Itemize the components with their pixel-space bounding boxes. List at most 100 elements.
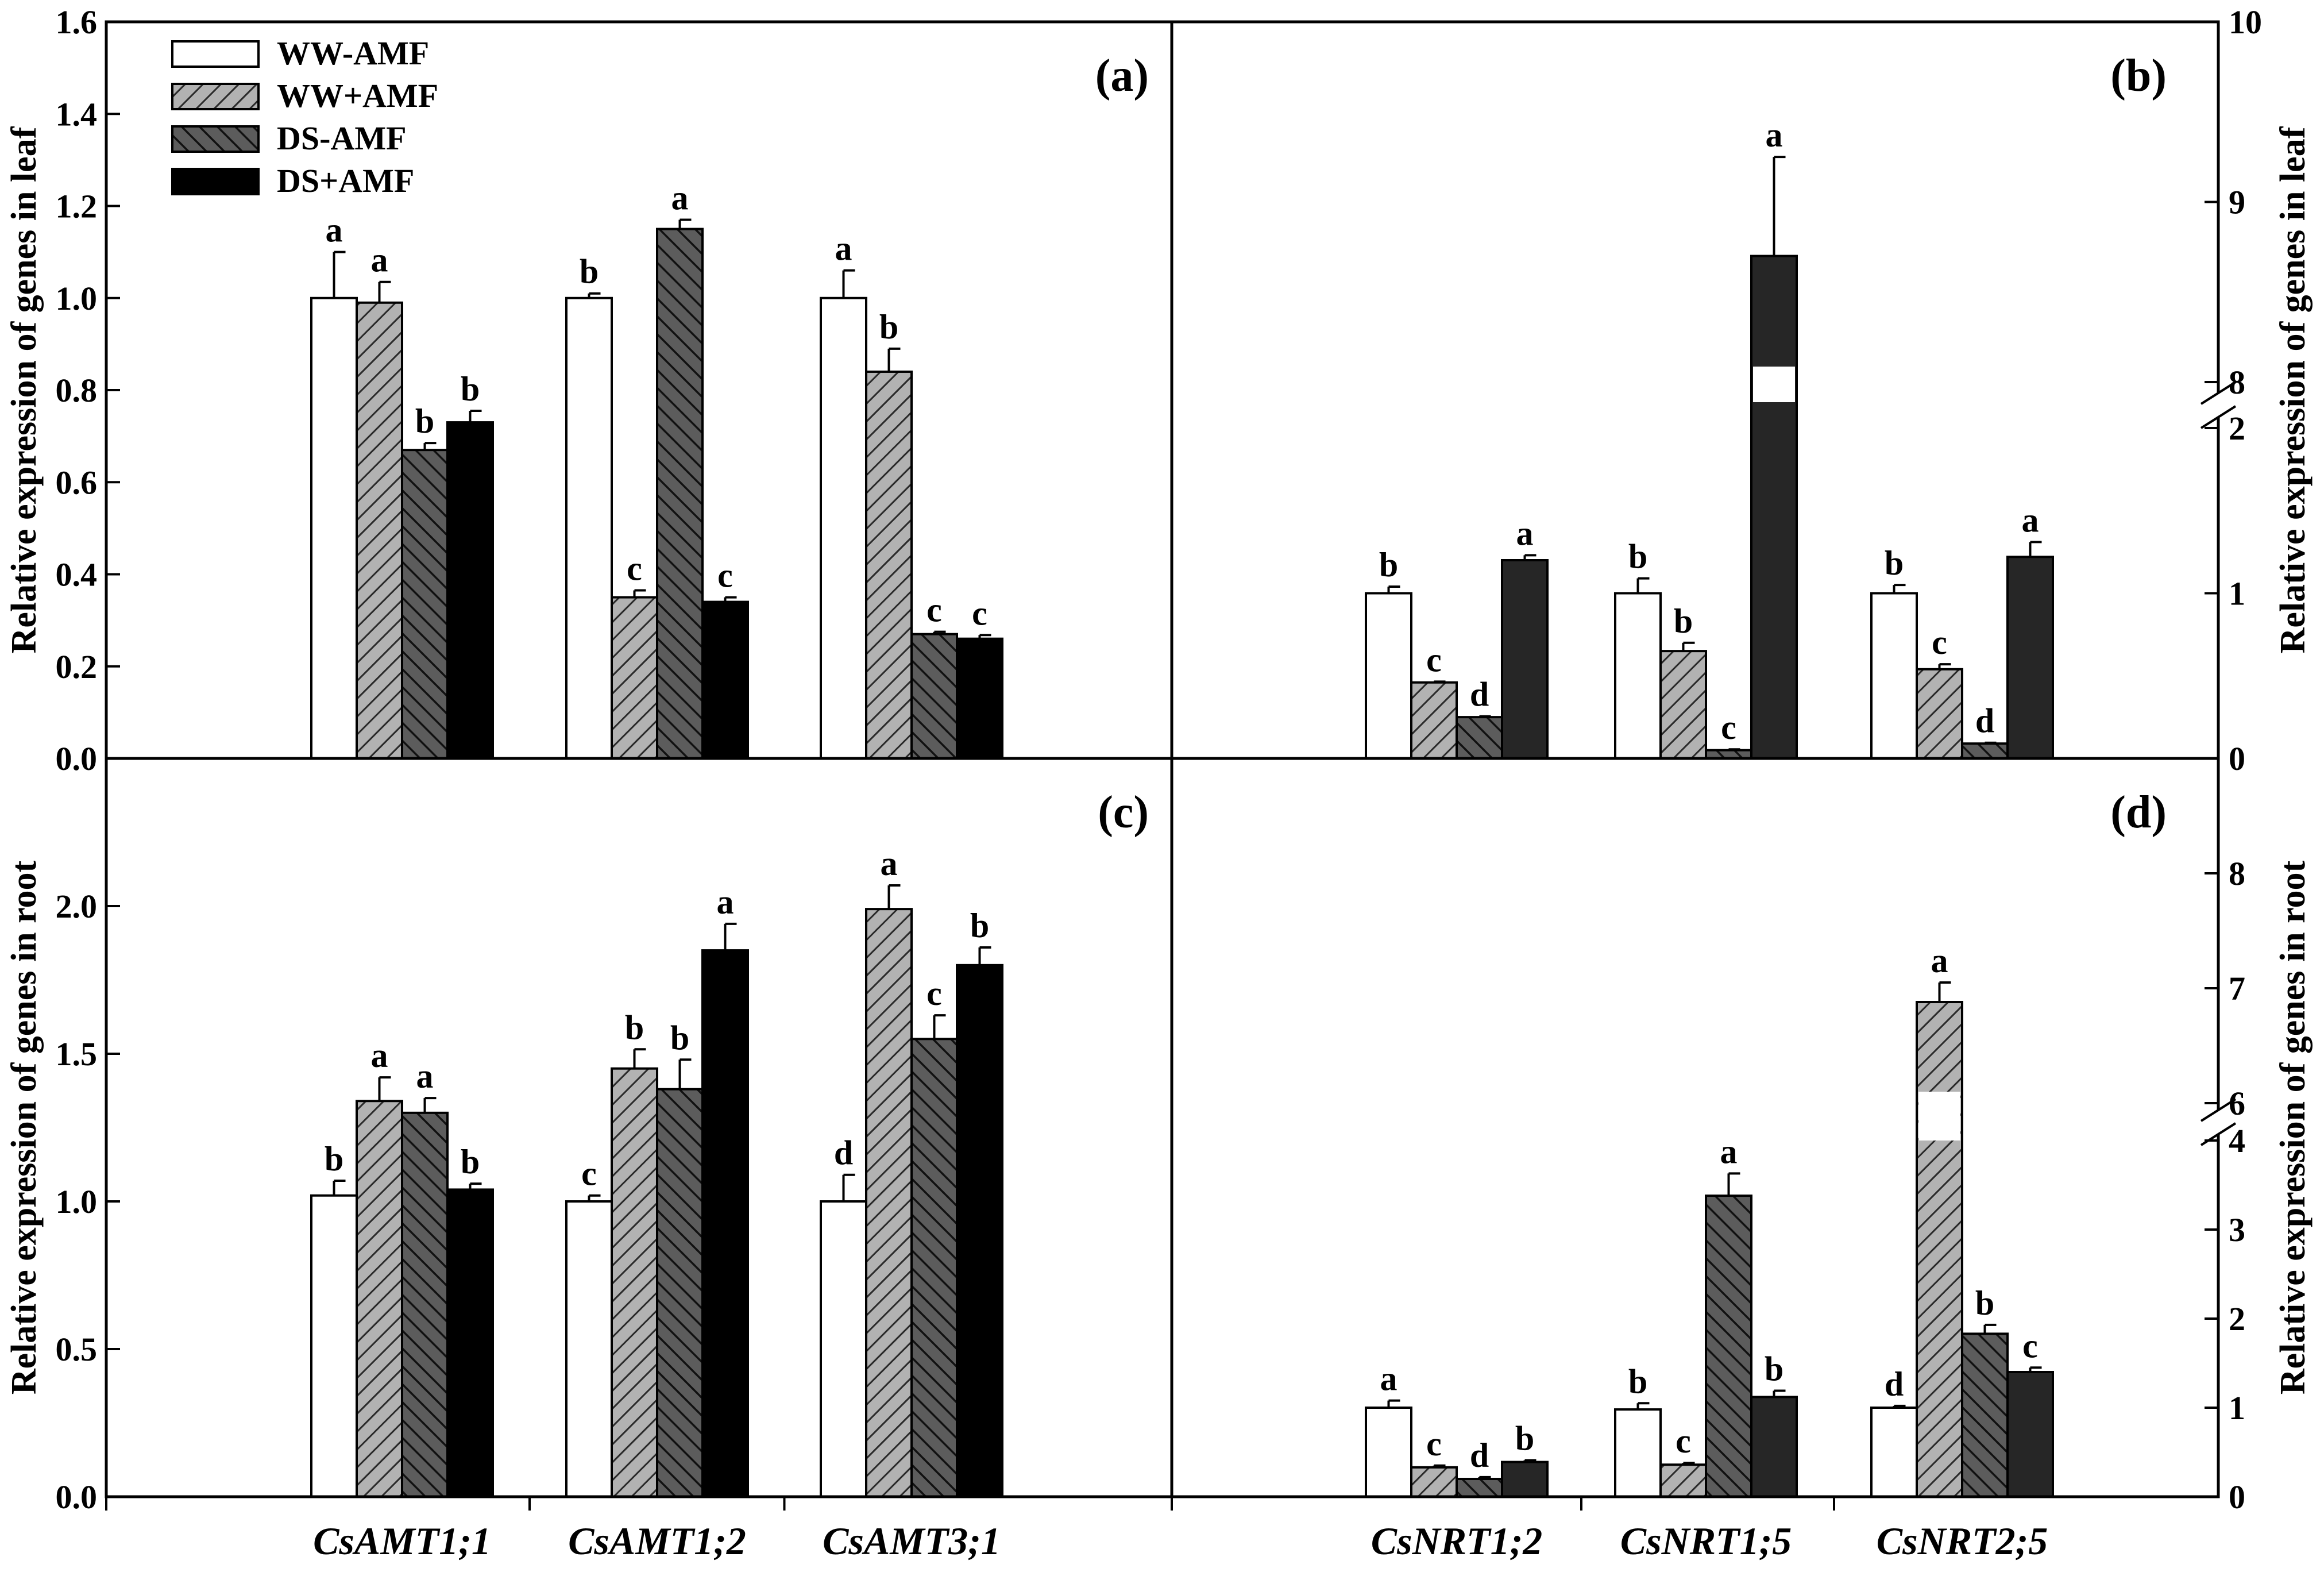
y-tick-label-a: 1.6 — [56, 3, 98, 41]
bar-b-WW-AMF-CsNRT1;2 — [1365, 592, 1412, 760]
significance-letter: c — [2022, 1327, 2038, 1365]
bar-a-WW-AMF-CsAMT3;1 — [820, 296, 867, 760]
significance-letter: a — [1516, 514, 1534, 552]
significance-letter: c — [1426, 641, 1442, 679]
significance-letter: b — [415, 402, 434, 440]
significance-letter: b — [625, 1008, 644, 1046]
y-tick-label-c: 0.0 — [56, 1478, 98, 1516]
y-tick-label-c: 1.5 — [56, 1035, 98, 1073]
bar-a-DS+AMF-CsAMT1;2 — [701, 600, 749, 760]
bar-d-WW+AMF-CsNRT1;5 — [1659, 1463, 1707, 1498]
significance-letter: b — [325, 1140, 343, 1178]
bar-b-WW+AMF-CsNRT1;5 — [1659, 650, 1707, 760]
legend-swatch-DS+AMF — [171, 168, 260, 195]
significance-letter: b — [879, 308, 898, 346]
y-tick-label-a: 0.6 — [56, 464, 98, 501]
y-tick-label-d: 7 — [2229, 970, 2245, 1007]
bar-c-DS-AMF-CsAMT1;1 — [401, 1111, 449, 1498]
y-tick-label-b: 2 — [2229, 410, 2245, 447]
significance-letter: b — [461, 1143, 480, 1181]
bar-a-WW-AMF-CsAMT1;2 — [565, 296, 613, 760]
significance-letter: a — [717, 883, 734, 921]
x-category-label: CsNRT2;5 — [1877, 1519, 2048, 1563]
bar-d-WW-AMF-CsNRT1;5 — [1614, 1408, 1662, 1498]
bar-b-DS-AMF-CsNRT2;5 — [1961, 742, 2009, 760]
significance-letter: c — [926, 591, 942, 629]
x-category-label: CsNRT1;5 — [1620, 1519, 1792, 1563]
y-axis-title-c: Relative expression of genes in root — [5, 860, 44, 1394]
legend-label: WW-AMF — [277, 34, 429, 72]
bar-c-WW-AMF-CsAMT3;1 — [820, 1200, 867, 1498]
significance-letter: c — [627, 550, 642, 588]
significance-letter: d — [1975, 702, 1994, 740]
significance-letter: c — [1721, 708, 1736, 746]
significance-letter: a — [371, 1037, 388, 1074]
y-tick-label-c: 1.0 — [56, 1183, 98, 1220]
significance-letter: c — [717, 557, 733, 595]
significance-letter: a — [371, 241, 388, 279]
y-tick-label-b: 10 — [2229, 3, 2262, 41]
panel-label: (b) — [2110, 51, 2167, 101]
axis-break-mark-d-gap — [2215, 1109, 2222, 1135]
axis-break-mark-b — [2200, 405, 2237, 429]
significance-letter: a — [1931, 942, 1948, 980]
bar-b-DS+AMF-CsNRT2;5 — [2006, 556, 2054, 760]
significance-letter: a — [671, 179, 689, 217]
x-category-label: CsNRT1;2 — [1371, 1519, 1542, 1563]
y-tick-label-d: 8 — [2229, 855, 2245, 892]
y-tick-label-d: 3 — [2229, 1211, 2245, 1249]
bar-a-WW+AMF-CsAMT1;1 — [356, 301, 403, 760]
bar-c-DS+AMF-CsAMT3;1 — [956, 964, 1003, 1498]
bar-b-DS+AMF-CsNRT1;2 — [1501, 559, 1549, 760]
y-tick-label-a: 0.4 — [56, 556, 98, 594]
bar-b-DS-AMF-CsNRT1;2 — [1456, 716, 1503, 760]
axis-break-mark-b — [2200, 381, 2237, 405]
significance-letter: c — [1676, 1422, 1691, 1460]
legend-label: DS-AMF — [277, 120, 407, 157]
bar-d-DS-AMF-CsNRT1;5 — [1705, 1195, 1752, 1498]
y-axis-title-b: Relative expression of genes in leaf — [2273, 126, 2313, 653]
y-tick-label-d: 0 — [2229, 1478, 2245, 1516]
y-tick-label-a: 0.8 — [56, 372, 98, 409]
significance-letter: c — [1932, 623, 1947, 661]
bar-a-DS-AMF-CsAMT1;1 — [401, 449, 449, 760]
y-tick-label-a: 1.4 — [56, 95, 98, 133]
significance-letter: a — [1380, 1360, 1398, 1398]
y-tick-label-d: 4 — [2229, 1122, 2245, 1159]
bar-c-WW-AMF-CsAMT1;2 — [565, 1200, 613, 1498]
x-category-label: CsAMT1;1 — [313, 1519, 491, 1563]
significance-letter: b — [1628, 538, 1647, 576]
bar-d-WW-AMF-CsNRT1;2 — [1365, 1407, 1412, 1498]
bar-a-WW-AMF-CsAMT1;1 — [310, 296, 358, 760]
bar-d-WW+AMF-CsNRT2;5 — [1916, 1001, 1963, 1498]
y-tick-label-b: 0 — [2229, 740, 2245, 777]
significance-letter: a — [2022, 501, 2039, 539]
significance-letter: b — [1765, 1350, 1783, 1388]
significance-letter: b — [1975, 1284, 1994, 1322]
significance-letter: c — [1426, 1425, 1442, 1463]
bar-c-WW-AMF-CsAMT1;1 — [310, 1194, 358, 1498]
significance-letter: b — [1674, 602, 1693, 640]
panel-label: (c) — [1098, 787, 1149, 838]
significance-letter: b — [1628, 1362, 1647, 1400]
y-tick-label-a: 0.0 — [56, 740, 98, 777]
bar-a-DS+AMF-CsAMT1;1 — [446, 421, 494, 760]
x-category-label: CsAMT1;2 — [568, 1519, 746, 1563]
significance-letter: c — [926, 974, 942, 1012]
bar-a-WW+AMF-CsAMT1;2 — [611, 596, 658, 760]
bar-c-WW+AMF-CsAMT1;1 — [356, 1100, 403, 1498]
significance-letter: a — [835, 230, 852, 268]
significance-letter: b — [580, 253, 599, 291]
y-tick-label-a: 1.2 — [56, 188, 98, 225]
bar-d-DS+AMF-CsNRT1;2 — [1501, 1461, 1549, 1498]
axis-break-mark-d — [2200, 1098, 2237, 1122]
bar-d-DS-AMF-CsNRT2;5 — [1961, 1332, 2009, 1498]
bar-a-WW+AMF-CsAMT3;1 — [865, 370, 913, 760]
y-tick-label-c: 0.5 — [56, 1331, 98, 1368]
bar-b-WW+AMF-CsNRT2;5 — [1916, 668, 1963, 760]
significance-letter: d — [1470, 676, 1489, 714]
y-tick-label-b: 9 — [2229, 184, 2245, 221]
legend-label: WW+AMF — [277, 77, 438, 114]
significance-letter: a — [1766, 116, 1783, 154]
